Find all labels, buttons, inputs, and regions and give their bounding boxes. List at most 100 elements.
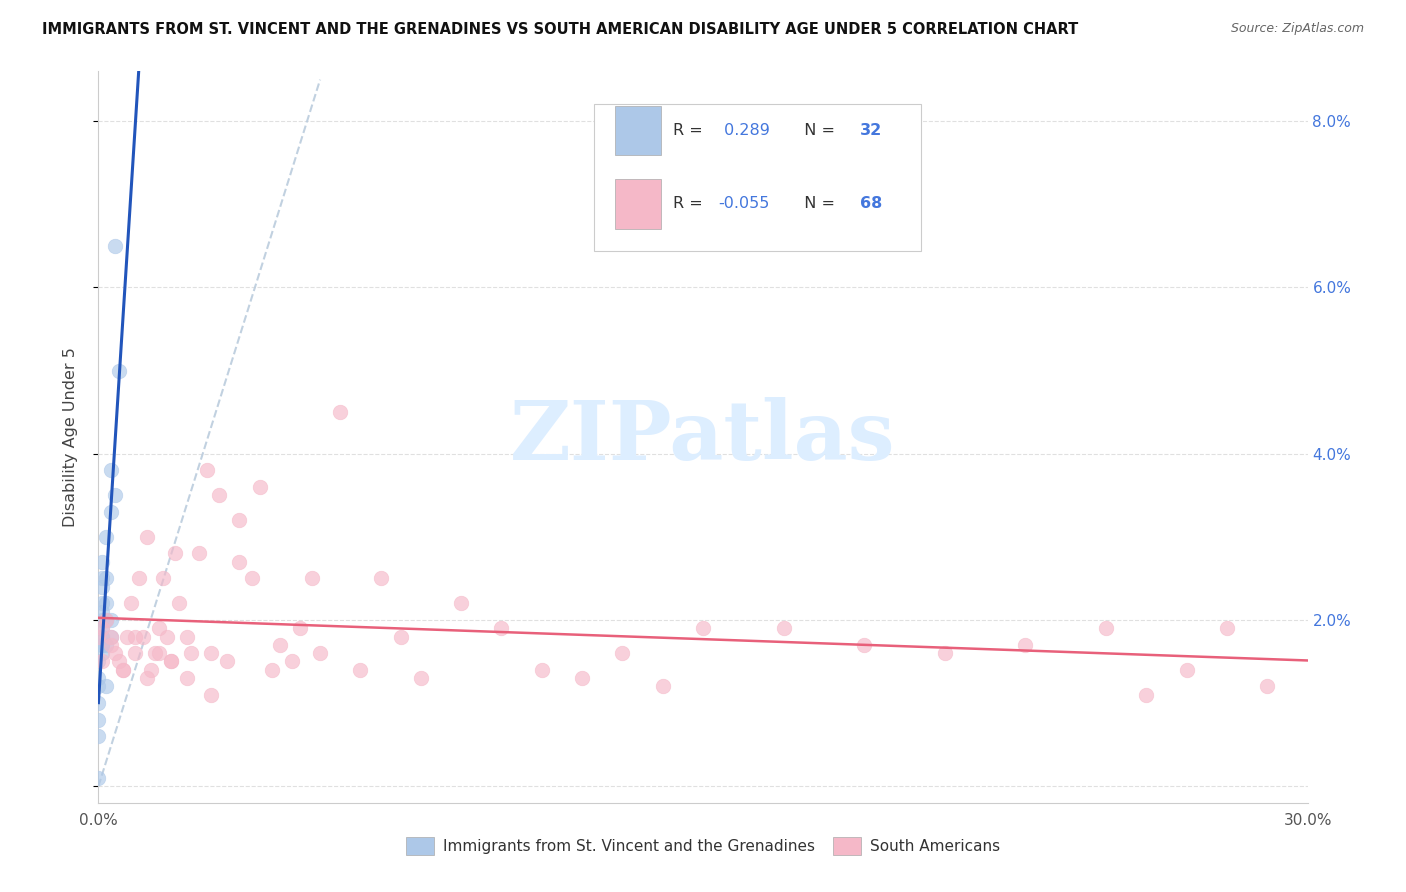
Point [107,363,129,377]
Point [180,646,202,660]
Point [115,630,138,644]
Point [288,621,311,635]
Point [91,613,114,627]
Point [96,680,118,694]
Point [100,463,122,477]
Point [103,646,125,660]
Text: IMMIGRANTS FROM ST. VINCENT AND THE GRENADINES VS SOUTH AMERICAN DISABILITY AGE : IMMIGRANTS FROM ST. VINCENT AND THE GREN… [42,22,1078,37]
Point [1135,688,1157,702]
Point [91,655,114,669]
Text: N =: N = [793,196,839,211]
Point [167,596,190,610]
Point [1216,621,1239,635]
Point [91,630,114,644]
Point [571,671,593,685]
Point [100,505,122,519]
Point [281,655,304,669]
Text: R =: R = [672,123,707,138]
Point [176,671,198,685]
Point [96,596,118,610]
Point [87,655,110,669]
Point [148,646,170,660]
Point [124,646,146,660]
Text: -0.055: -0.055 [718,196,770,211]
Point [491,621,513,635]
Point [309,646,332,660]
Point [152,571,174,585]
Point [96,638,118,652]
Text: 32: 32 [860,123,883,138]
FancyBboxPatch shape [595,104,921,251]
Text: 0.289: 0.289 [718,123,769,138]
Point [91,638,114,652]
Point [91,605,114,619]
Point [160,655,183,669]
Point [139,663,162,677]
Point [100,638,122,652]
Point [91,571,114,585]
Point [96,571,118,585]
Point [160,655,183,669]
Point [651,680,673,694]
Point [87,771,110,785]
Point [228,513,250,527]
Point [96,613,118,627]
Point [200,646,222,660]
Point [450,596,472,610]
Point [269,638,291,652]
Point [389,630,412,644]
Point [612,646,634,660]
Point [87,729,110,743]
Point [1256,680,1278,694]
Point [409,671,432,685]
Point [128,571,150,585]
Point [1095,621,1118,635]
Point [132,630,155,644]
Point [111,663,134,677]
Point [200,688,222,702]
Point [100,613,122,627]
Bar [614,106,661,155]
Point [135,530,157,544]
Point [91,621,114,635]
Point [349,663,371,677]
Point [301,571,323,585]
Point [217,655,239,669]
Point [100,630,122,644]
Point [96,530,118,544]
Point [772,621,794,635]
Point [370,571,392,585]
Point [530,663,553,677]
Point [143,646,166,660]
Point [87,630,110,644]
Point [135,671,157,685]
Point [249,480,271,494]
Point [87,713,110,727]
Point [91,630,114,644]
Point [163,546,186,560]
Point [91,580,114,594]
Point [1175,663,1198,677]
Point [188,546,211,560]
Point [91,555,114,569]
Point [692,621,714,635]
Point [240,571,263,585]
Point [103,488,125,502]
Text: ZIPatlas: ZIPatlas [510,397,896,477]
Text: R =: R = [672,196,707,211]
Point [91,646,114,660]
Point [260,663,283,677]
Point [103,239,125,253]
Point [111,663,134,677]
Point [853,638,876,652]
Point [208,488,231,502]
Text: Source: ZipAtlas.com: Source: ZipAtlas.com [1230,22,1364,36]
Y-axis label: Disability Age Under 5: Disability Age Under 5 [63,347,77,527]
Point [91,596,114,610]
Text: N =: N = [793,123,839,138]
Point [934,646,956,660]
Point [87,680,110,694]
Point [100,630,122,644]
Point [329,405,352,419]
Point [148,621,170,635]
